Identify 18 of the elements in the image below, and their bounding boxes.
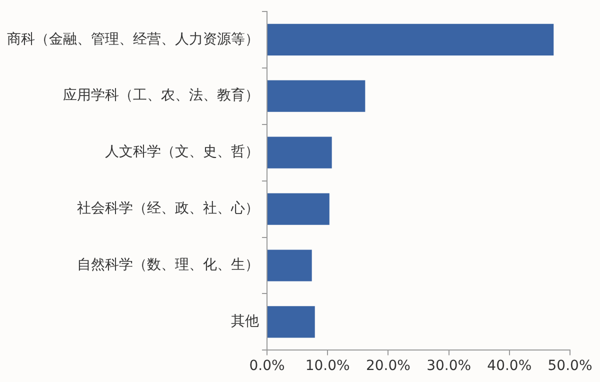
y-tick-label: 自然科学（数、理、化、生） [77,257,259,274]
y-tick-label: 其他 [231,314,259,330]
bar [268,136,332,168]
x-tick-label: 10.0% [305,358,350,374]
bar [268,80,366,112]
y-tick-label: 商科（金融、管理、经营、人力资源等） [7,31,259,48]
x-tick-label: 0.0% [249,358,285,374]
x-tick-label: 20.0% [366,358,410,374]
y-tick-label: 社会科学（经、政、社、心） [77,200,259,217]
x-tick-label: 30.0% [426,358,472,374]
bar [268,250,312,282]
bar [268,193,330,225]
bar [268,24,554,56]
bar [268,306,315,338]
y-tick-label: 应用学科（工、农、法、教育） [63,86,259,104]
x-tick-label: 50.0% [548,358,592,374]
y-tick-label: 人文科学（文、史、哲） [105,144,259,160]
x-tick-label: 40.0% [487,358,532,374]
